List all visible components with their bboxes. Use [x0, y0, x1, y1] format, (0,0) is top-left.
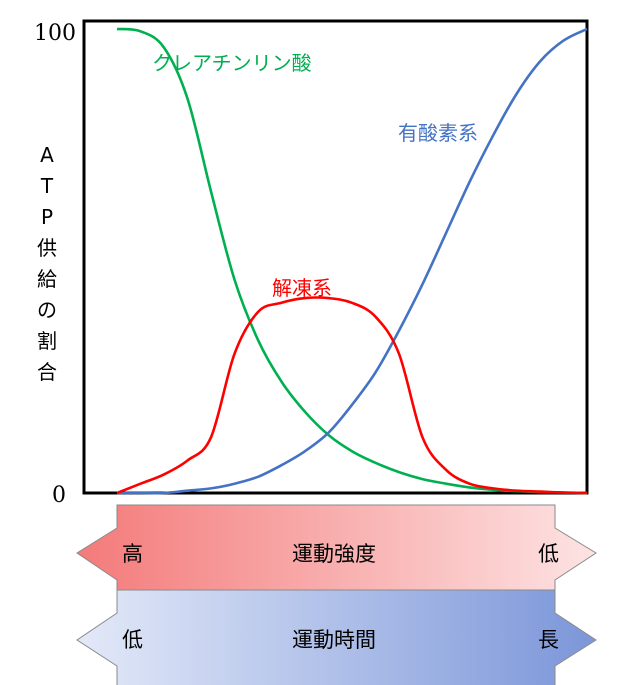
y-axis-label-char: の: [37, 298, 57, 322]
plot-frame: [82, 19, 589, 495]
series-label-creatine-phosphate: クレアチンリン酸: [152, 51, 312, 75]
y-axis-label-char: 供: [37, 236, 57, 260]
intensity-arrow-left-label: 高: [122, 542, 143, 566]
y-axis-label-char: P: [41, 205, 53, 229]
intensity-arrow-right-label: 低: [538, 542, 559, 566]
series-line-glycolytic: [116, 296, 588, 495]
series-label-glycolytic: 解凍系: [272, 276, 332, 300]
duration-arrow-shape: [76, 589, 597, 685]
duration-arrow-right-label: 長: [538, 628, 559, 652]
y-axis-label-char: 割: [37, 329, 57, 353]
y-axis-label-char: 給: [37, 267, 57, 291]
intensity-arrow-center-label: 運動強度: [292, 542, 376, 566]
series-layer: [116, 27, 588, 495]
duration-arrow-center-label: 運動時間: [292, 628, 376, 652]
y-tick-min: 0: [52, 483, 66, 508]
series-label-aerobic: 有酸素系: [398, 121, 478, 145]
intensity-arrow: 高 運動強度 低: [76, 504, 597, 604]
y-axis-label-char: 合: [37, 360, 57, 384]
series-line-aerobic: [116, 27, 588, 495]
y-axis-label-char: T: [40, 174, 54, 198]
y-axis-label-char: A: [40, 143, 54, 167]
duration-arrow-left-label: 低: [122, 628, 143, 652]
duration-arrow: 低 運動時間 長: [76, 589, 597, 685]
y-tick-max: 100: [34, 21, 76, 46]
